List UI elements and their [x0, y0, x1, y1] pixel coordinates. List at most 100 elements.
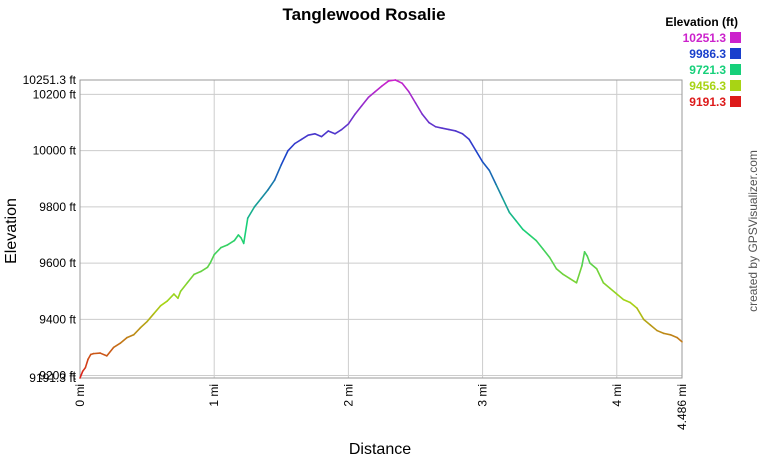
y-tick-label: 10251.3 ft [23, 73, 77, 87]
line-segment [662, 332, 672, 336]
line-segment [146, 312, 155, 323]
line-segment [501, 197, 511, 214]
line-segment [676, 336, 683, 343]
line-segment [586, 255, 591, 264]
line-segment [535, 239, 544, 250]
line-segment [87, 353, 92, 361]
legend-label: 9986.3 [689, 47, 726, 61]
legend-swatch [730, 64, 741, 75]
x-axis-tick-labels: 0 mi 1 mi 2 mi 3 mi 4 mi 4.486 mi [73, 384, 689, 430]
line-segment [186, 273, 195, 284]
line-segment [320, 130, 330, 138]
line-segment [401, 82, 410, 93]
y-tick-label: 10200 ft [33, 87, 77, 101]
line-segment [153, 305, 162, 315]
x-tick-label: 2 mi [341, 384, 355, 407]
line-segment [300, 134, 309, 141]
line-segment [581, 251, 586, 267]
line-segment [226, 239, 236, 246]
legend-title: Elevation (ft) [665, 15, 738, 29]
y-tick-label: 9200 ft [39, 369, 76, 383]
legend-swatch [730, 48, 741, 59]
line-segment [119, 336, 128, 345]
line-segment [583, 251, 589, 257]
y-tick-label: 9191.3 ft [29, 371, 76, 385]
legend-label: 9191.3 [689, 95, 726, 109]
line-segment [481, 161, 491, 172]
line-segment [166, 293, 175, 302]
line-segment [381, 80, 390, 87]
line-segment [448, 128, 457, 132]
y-tick-label: 9800 ft [39, 200, 76, 214]
line-segment [548, 256, 558, 270]
line-segment [293, 138, 303, 145]
x-tick-label: 1 mi [207, 384, 221, 407]
line-segment [220, 244, 229, 249]
legend-label: 10251.3 [683, 31, 727, 45]
line-segment [414, 102, 423, 115]
line-segment [206, 262, 211, 269]
line-segment [179, 281, 189, 293]
line-segment [260, 189, 269, 200]
line-segment [99, 352, 108, 357]
line-segment [602, 281, 611, 290]
line-segment [177, 290, 182, 300]
line-segment [132, 326, 142, 336]
x-axis-title: Distance [349, 441, 411, 458]
line-segment [361, 96, 370, 107]
line-segment [495, 183, 504, 200]
line-segment [515, 220, 524, 231]
chart-title: Tanglewood Rosalie [282, 5, 445, 24]
line-segment [629, 301, 638, 309]
line-segment [327, 130, 336, 135]
line-segment [287, 142, 296, 152]
line-segment [173, 293, 179, 300]
line-segment [106, 346, 115, 357]
line-segment [642, 318, 652, 326]
line-segment [159, 300, 169, 307]
line-segment [555, 267, 564, 276]
line-segment [79, 370, 84, 379]
line-segment [428, 121, 437, 128]
x-tick-label: 4.486 mi [675, 384, 689, 430]
legend-label: 9721.3 [689, 63, 726, 77]
y-axis-title: Elevation [3, 198, 20, 264]
line-segment [669, 333, 678, 339]
line-segment [334, 128, 343, 135]
legend-swatch [730, 80, 741, 91]
line-segment [242, 217, 249, 245]
line-segment [528, 234, 538, 242]
y-gridlines [80, 79, 682, 379]
legend-swatch [730, 96, 741, 107]
line-segment [233, 234, 240, 242]
line-segment [314, 132, 323, 138]
line-segment [562, 273, 571, 280]
line-segment [139, 320, 148, 329]
y-tick-label: 10000 ft [33, 144, 77, 158]
line-segment [609, 287, 618, 295]
y-tick-label: 9600 ft [39, 256, 76, 270]
line-segment [468, 138, 477, 152]
line-segment [488, 169, 497, 186]
line-segment [434, 125, 444, 129]
line-segment [522, 228, 531, 236]
line-segment [569, 277, 578, 284]
line-segment [367, 90, 377, 99]
line-segment [199, 266, 209, 273]
line-segment [280, 149, 289, 166]
credit-text: created by GPSVisualizer.com [746, 150, 760, 312]
line-segment [407, 90, 417, 104]
line-segment [267, 179, 276, 191]
line-segment [354, 104, 363, 115]
line-segment [394, 79, 403, 84]
line-segment [461, 132, 470, 141]
line-segment [575, 265, 583, 284]
x-gridlines [79, 80, 683, 378]
legend: 10251.3 9986.3 9721.3 9456.3 9191.3 [683, 31, 741, 109]
line-segment [542, 248, 551, 259]
line-segment [508, 211, 517, 222]
line-segment [112, 342, 122, 349]
line-segment [615, 293, 625, 301]
